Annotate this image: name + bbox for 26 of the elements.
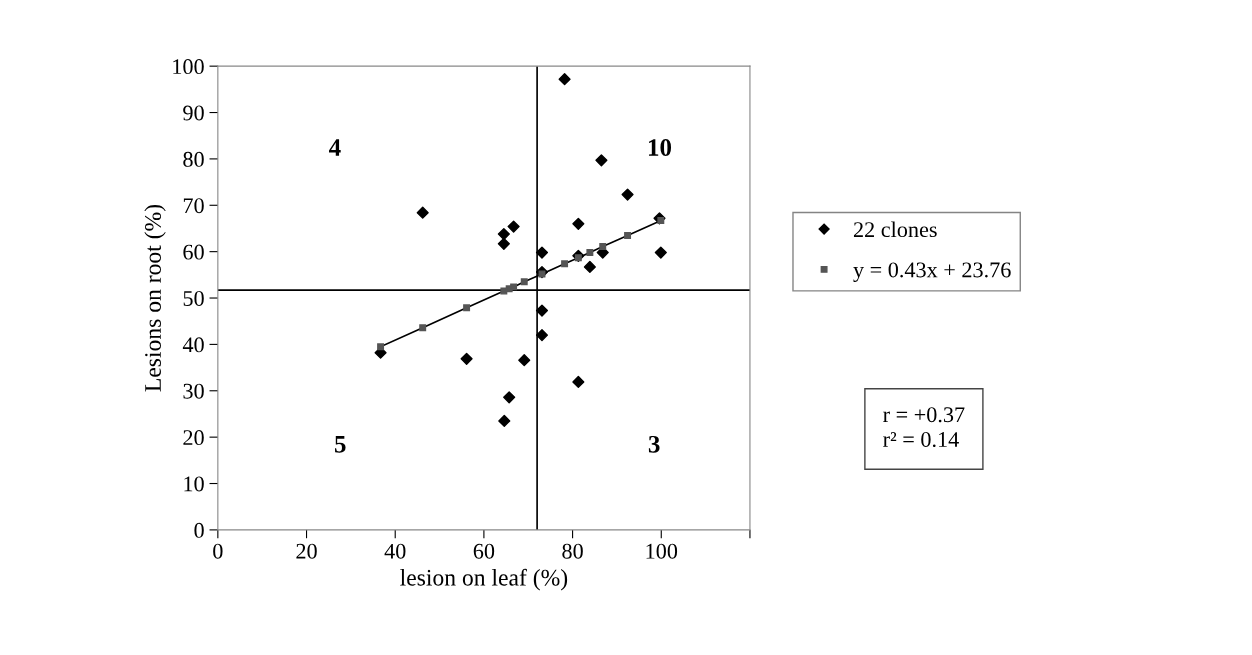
y-tick-label: 70 (183, 198, 204, 214)
text: r = +0.37 r² = 0.14 (883, 407, 965, 448)
annotation: 3 (648, 435, 660, 453)
x-tick-label: 40 (384, 543, 406, 559)
y-tick-label: 30 (183, 383, 204, 399)
legend-label: 22 clones (853, 221, 937, 238)
x-tick-label: 60 (473, 543, 495, 559)
legend-label: y = 0.43x + 23.76 (853, 262, 1011, 282)
x-tick-label: 0 (213, 543, 223, 559)
y-tick-label: 100 (173, 59, 204, 75)
annotation: 10 (648, 139, 672, 156)
y-tick-label: 60 (183, 244, 204, 260)
x-tick-label: 100 (646, 543, 678, 559)
annotation: 4 (329, 139, 341, 156)
y-tick-label: 50 (183, 290, 204, 306)
y-tick-label: 20 (183, 430, 204, 446)
x-tick-label: 80 (562, 543, 583, 559)
y-tick-label: 0 (194, 522, 204, 538)
x-axis-title: lesion on leaf (%) (400, 568, 568, 591)
annotation: 5 (334, 436, 346, 453)
y-tick-label: 90 (183, 105, 204, 121)
y-tick-label: 80 (183, 151, 204, 167)
x-tick-label: 20 (296, 543, 317, 559)
y-axis-title: Lesions on root (%) (144, 204, 166, 392)
y-tick-label: 40 (182, 337, 204, 353)
y-tick-label: 10 (184, 476, 204, 492)
